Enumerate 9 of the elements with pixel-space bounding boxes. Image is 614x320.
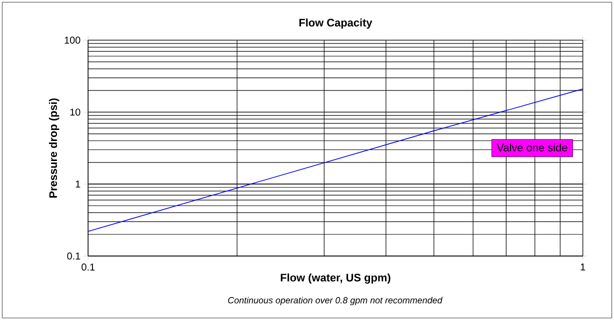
text: Valve one side: [496, 143, 568, 152]
y-tick-label: 0.1: [67, 252, 80, 260]
y-tick-label: 100: [64, 36, 80, 44]
chart-title: Flow Capacity: [299, 18, 372, 29]
x-axis-title: Flow (water, US gpm): [280, 273, 390, 284]
y-tick-label: 1: [76, 180, 80, 188]
text: Continuous operation over 0.8 gpm not recommended: [228, 296, 443, 306]
y-tick-label: 10: [70, 108, 80, 116]
y-axis-title: Pressure drop (psi): [48, 98, 60, 198]
